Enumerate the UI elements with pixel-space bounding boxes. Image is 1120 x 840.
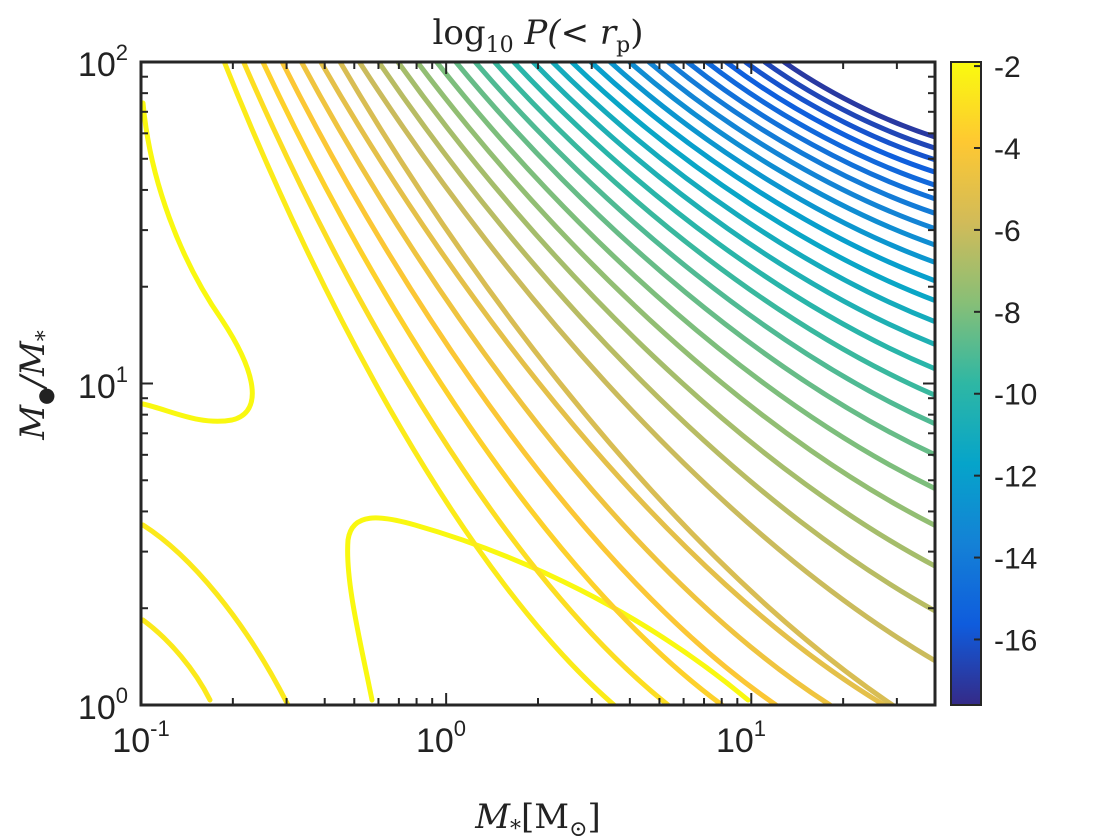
contour-line-25 — [704, 62, 935, 188]
contour-line-26 — [723, 62, 935, 175]
contour-line-11 — [434, 62, 935, 492]
contour-line-18 — [569, 62, 935, 304]
contour-line-near-2 — [141, 522, 291, 705]
contour-line-4 — [299, 62, 833, 705]
title-main-sub: p — [616, 33, 630, 58]
contour-line-near-3 — [141, 617, 213, 703]
colorbar — [950, 61, 982, 706]
contour-line-3 — [279, 62, 779, 705]
colorbar-tick-label-6: -14 — [994, 543, 1037, 576]
x-tick-label-0: 10-1 — [112, 716, 169, 760]
colorbar-tick-label-0: -2 — [994, 51, 1021, 84]
contour-line-5 — [318, 62, 887, 705]
contour-line-29 — [781, 62, 935, 140]
contour-line-16 — [530, 62, 935, 348]
chart-title: log10 P(< rp) — [433, 13, 644, 58]
y-axis-label: M●/M* — [13, 330, 58, 441]
contour-line-13 — [472, 62, 935, 427]
contour-line-21 — [627, 62, 935, 248]
contour-line-14 — [492, 62, 935, 398]
contour-line-near-1 — [345, 515, 751, 703]
x-tick-labels: 10-1 100 101 — [112, 716, 766, 760]
contour-line-12 — [453, 62, 935, 458]
contour-line-17 — [549, 62, 935, 325]
contour-line-7 — [356, 62, 935, 664]
contour-line-1 — [241, 62, 671, 705]
contour-line-28 — [762, 62, 935, 151]
contour-line-22 — [646, 62, 935, 232]
title-end: ) — [630, 13, 643, 53]
contour-line-23 — [665, 62, 935, 216]
contour-line-15 — [511, 62, 935, 372]
contour-line-2 — [260, 62, 725, 705]
x-tick-label-2: 101 — [716, 716, 766, 760]
contour-line-24 — [685, 62, 935, 202]
contour-line-8 — [376, 62, 935, 614]
y-tick-label-0: 100 — [78, 683, 128, 727]
title-log: log — [433, 13, 486, 53]
title-main: P(< r — [514, 13, 618, 53]
title-log-sub: 10 — [486, 33, 514, 58]
y-tick-label-1: 101 — [78, 362, 128, 406]
axis-ticks — [140, 61, 936, 706]
y-tick-label-2: 102 — [78, 40, 128, 84]
contour-line-9 — [395, 62, 935, 569]
contour-line-6 — [337, 62, 897, 705]
colorbar-tick-label-5: -12 — [994, 461, 1037, 494]
x-tick-label-1: 100 — [416, 716, 466, 760]
colorbar-tick-label-2: -6 — [994, 215, 1021, 248]
colorbar-tick-label-7: -16 — [994, 624, 1037, 657]
contour-line-0 — [221, 62, 617, 705]
contour-line-10 — [414, 62, 935, 529]
contour-line-near-0 — [141, 100, 255, 424]
y-tick-labels: 100 101 102 — [78, 40, 128, 727]
contour-lines — [141, 62, 935, 705]
colorbar-tick-label-4: -10 — [994, 379, 1037, 412]
contour-line-20 — [607, 62, 935, 265]
colorbar-tick-label-3: -8 — [994, 297, 1021, 330]
x-axis-label: M*[M⊙] — [474, 797, 601, 840]
colorbar-ticks: -2 -4 -6 -8 -10 -12 -14 -16 — [974, 51, 1037, 657]
colorbar-tick-label-1: -4 — [994, 133, 1021, 166]
contour-line-19 — [588, 62, 935, 284]
